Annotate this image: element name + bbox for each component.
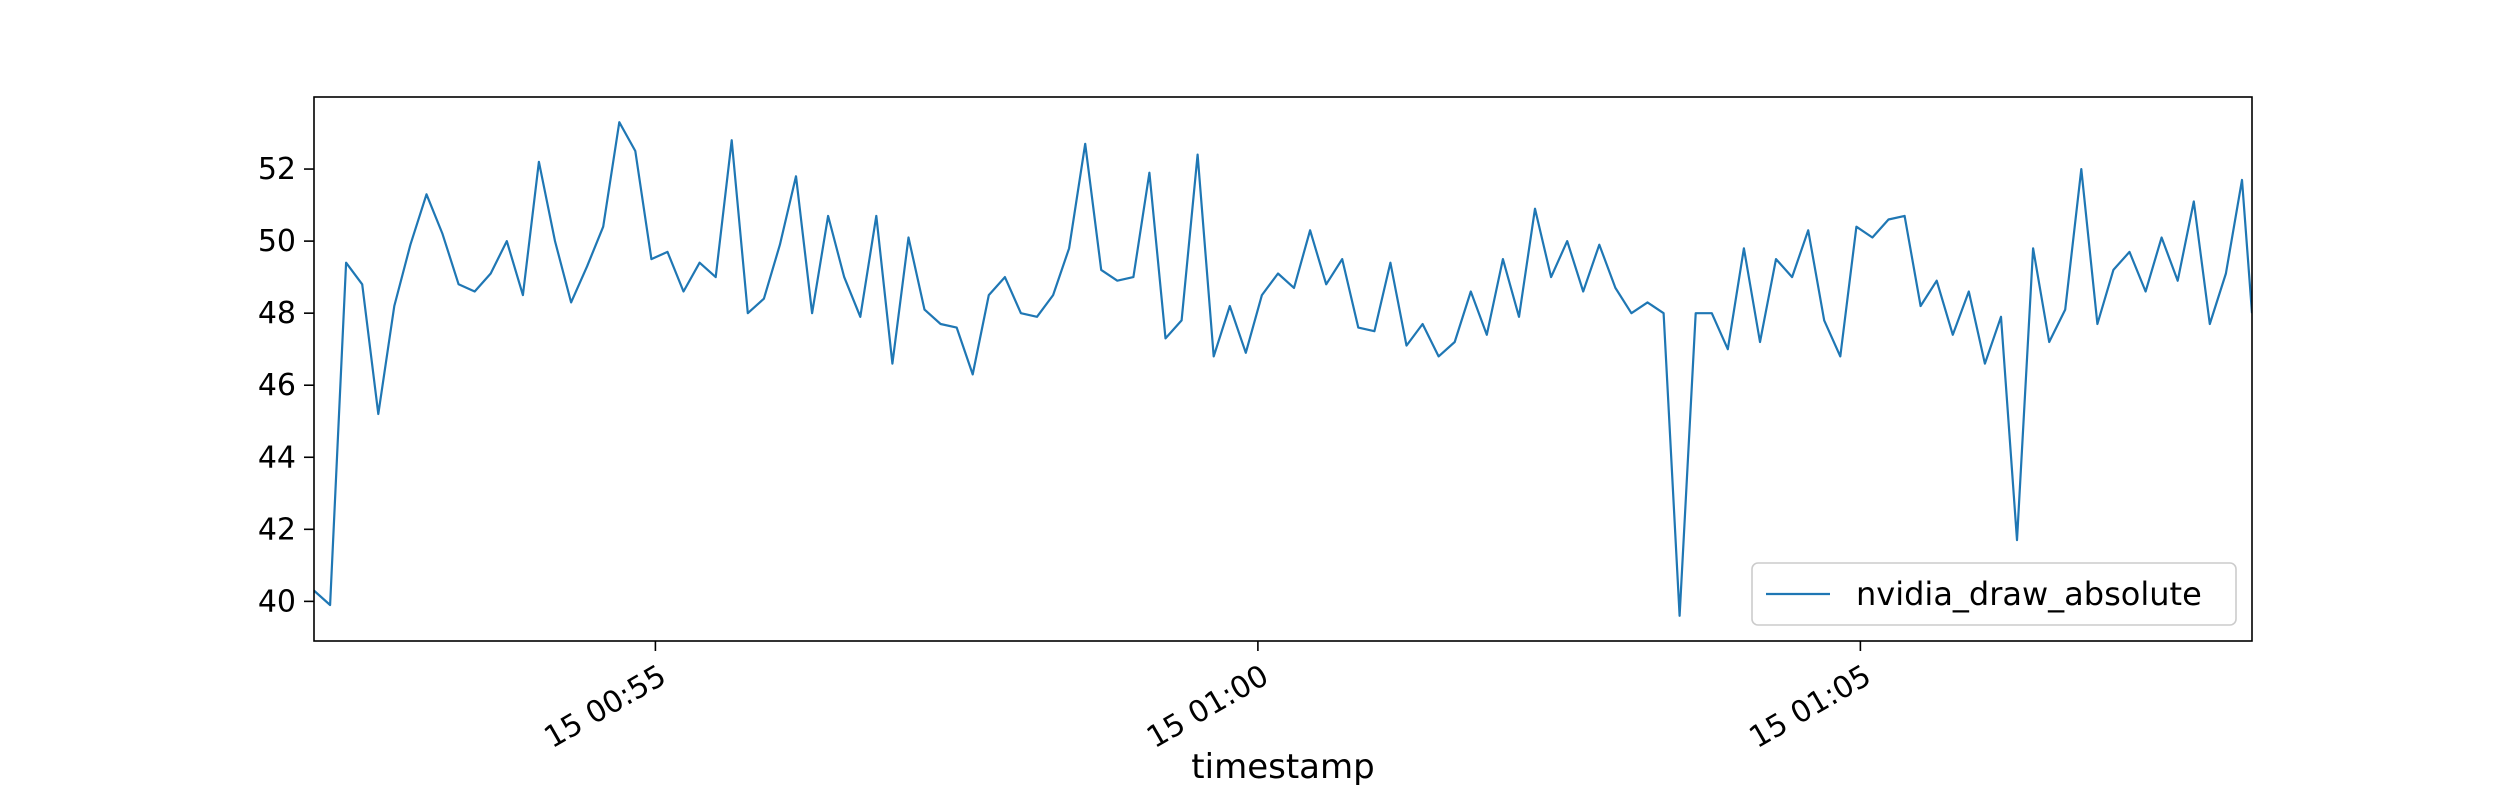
y-tick-label: 50 [258,224,296,259]
legend-box [1751,562,2237,626]
y-tick-label: 52 [258,152,296,187]
series-line-0 [314,121,2252,617]
plot-area [314,121,2252,617]
legend-label: nvidia_draw_absolute [1856,575,2202,613]
axes: 40 42 44 46 48 50 52 15 00:55 15 01:00 15 01:05 [258,96,2253,756]
y-tick-label: 42 [258,512,296,547]
x-tick-label: 15 01:00 [1141,658,1275,755]
y-tick-label: 46 [258,368,296,403]
plot-frame [313,96,2253,642]
legend: nvidia_draw_absolute [1751,562,2237,626]
y-tick-label: 44 [258,440,296,475]
y-tick-label: 40 [258,584,296,619]
x-axis-title: timestamp [1191,747,1374,787]
x-tick-label: 15 01:05 [1743,658,1877,755]
y-tick-label: 48 [258,296,296,331]
x-tick-label: 15 00:55 [539,658,673,755]
